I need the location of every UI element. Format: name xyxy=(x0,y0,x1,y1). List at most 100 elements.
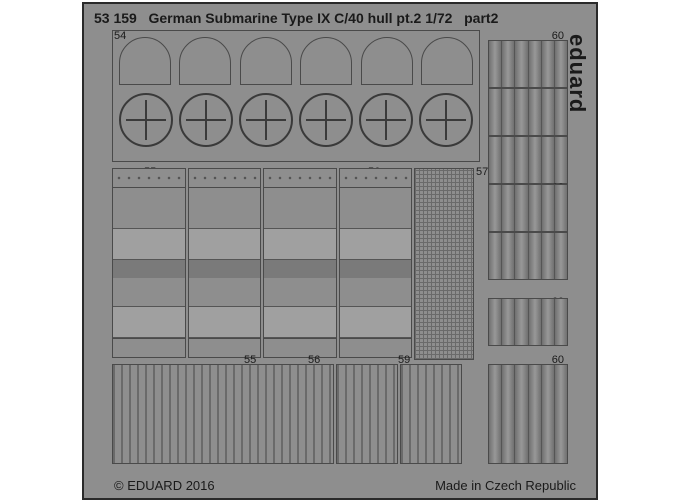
pleat-icon xyxy=(542,41,555,87)
panel-bar xyxy=(264,228,336,260)
pleat-icon xyxy=(489,41,502,87)
panel-bar xyxy=(189,306,261,338)
arch-row xyxy=(119,37,473,85)
hatch-disc-icon xyxy=(419,93,473,147)
part-54-frame xyxy=(112,30,480,162)
pleat-icon xyxy=(555,137,567,183)
pleat-icon xyxy=(555,41,567,87)
hatch-disc-icon xyxy=(359,93,413,147)
arch-icon xyxy=(179,37,231,85)
copyright-text: © EDUARD 2016 xyxy=(114,478,215,493)
pleat-icon xyxy=(515,185,528,231)
pleat-icon xyxy=(542,233,555,279)
pleat-icon xyxy=(529,137,542,183)
pleat-icon xyxy=(515,233,528,279)
pleat-icon xyxy=(529,185,542,231)
hatch-disc-icon xyxy=(119,93,173,147)
pleat-icon xyxy=(489,89,502,135)
part-60-b xyxy=(488,184,568,280)
part-label-57: 57 xyxy=(476,166,488,178)
riveted-panel-56 xyxy=(339,168,413,358)
hatch-disc-icon xyxy=(179,93,233,147)
pleat-icon xyxy=(555,299,567,345)
panel-body xyxy=(264,188,336,338)
pleat-icon xyxy=(502,299,515,345)
rivet-strip-icon xyxy=(264,169,336,188)
pleated-grille xyxy=(488,184,568,232)
riveted-panel-55 xyxy=(112,168,186,358)
panel-bar xyxy=(113,306,185,338)
sheet-suffix: part2 xyxy=(464,10,498,26)
pleat-icon xyxy=(542,365,555,463)
pleat-icon xyxy=(515,89,528,135)
pleat-icon xyxy=(542,137,555,183)
arch-icon xyxy=(421,37,473,85)
product-code: 53 159 xyxy=(94,10,137,26)
mesh-panel-57 xyxy=(414,168,474,360)
pleat-icon xyxy=(489,137,502,183)
pleat-icon xyxy=(489,185,502,231)
pleat-icon xyxy=(542,299,555,345)
rivet-strip-icon xyxy=(340,169,412,188)
pleat-icon xyxy=(489,365,502,463)
pleat-icon xyxy=(515,41,528,87)
panel-bar xyxy=(340,306,412,338)
panel-body xyxy=(113,188,185,338)
rivet-strip-icon xyxy=(189,169,261,188)
pleated-grille xyxy=(488,88,568,136)
pleated-grille xyxy=(488,40,568,88)
pleat-icon xyxy=(555,185,567,231)
pleat-icon xyxy=(529,89,542,135)
panel-foot xyxy=(264,338,336,357)
product-name: German Submarine Type IX C/40 hull pt.2 … xyxy=(149,10,453,26)
pleat-icon xyxy=(502,233,515,279)
pleat-icon xyxy=(555,365,567,463)
part-60-a xyxy=(488,40,568,184)
panel-foot xyxy=(113,338,185,357)
pleated-grille xyxy=(488,232,568,280)
pleated-grille xyxy=(488,298,568,346)
arch-icon xyxy=(300,37,352,85)
pleat-icon xyxy=(489,299,502,345)
comb-grille-59 xyxy=(400,364,462,464)
pleat-icon xyxy=(542,185,555,231)
comb-grille-59 xyxy=(336,364,398,464)
arch-icon xyxy=(361,37,413,85)
panel-bar xyxy=(113,228,185,260)
pleat-icon xyxy=(515,137,528,183)
arch-icon xyxy=(119,37,171,85)
panel-bar xyxy=(189,228,261,260)
pleat-icon xyxy=(555,89,567,135)
pleat-icon xyxy=(555,233,567,279)
pleated-grille xyxy=(488,136,568,184)
pleat-icon xyxy=(502,365,515,463)
part-60-c xyxy=(488,298,568,346)
pleat-icon xyxy=(529,233,542,279)
panel-body xyxy=(189,188,261,338)
made-in-text: Made in Czech Republic xyxy=(435,478,576,493)
hatch-disc-icon xyxy=(239,93,293,147)
mid-panel-row xyxy=(112,168,412,358)
pleat-icon xyxy=(529,365,542,463)
panel-bar xyxy=(264,306,336,338)
pleat-icon xyxy=(542,89,555,135)
pleated-grille xyxy=(488,364,568,464)
part-60-d xyxy=(488,364,568,462)
disc-row xyxy=(119,93,473,153)
pleat-icon xyxy=(502,137,515,183)
pleat-icon xyxy=(515,299,528,345)
panel-body xyxy=(340,188,412,338)
pleat-icon xyxy=(529,299,542,345)
pleat-icon xyxy=(529,41,542,87)
arch-icon xyxy=(240,37,292,85)
pleat-icon xyxy=(489,233,502,279)
pleat-icon xyxy=(515,365,528,463)
pleat-icon xyxy=(502,89,515,135)
panel-bar xyxy=(340,228,412,260)
pleat-icon xyxy=(502,41,515,87)
pleat-icon xyxy=(502,185,515,231)
bottom-row xyxy=(112,364,478,462)
hatch-disc-icon xyxy=(299,93,353,147)
photoetch-fret: 53 159 German Submarine Type IX C/40 hul… xyxy=(82,2,598,500)
riveted-panel-55 xyxy=(188,168,262,358)
